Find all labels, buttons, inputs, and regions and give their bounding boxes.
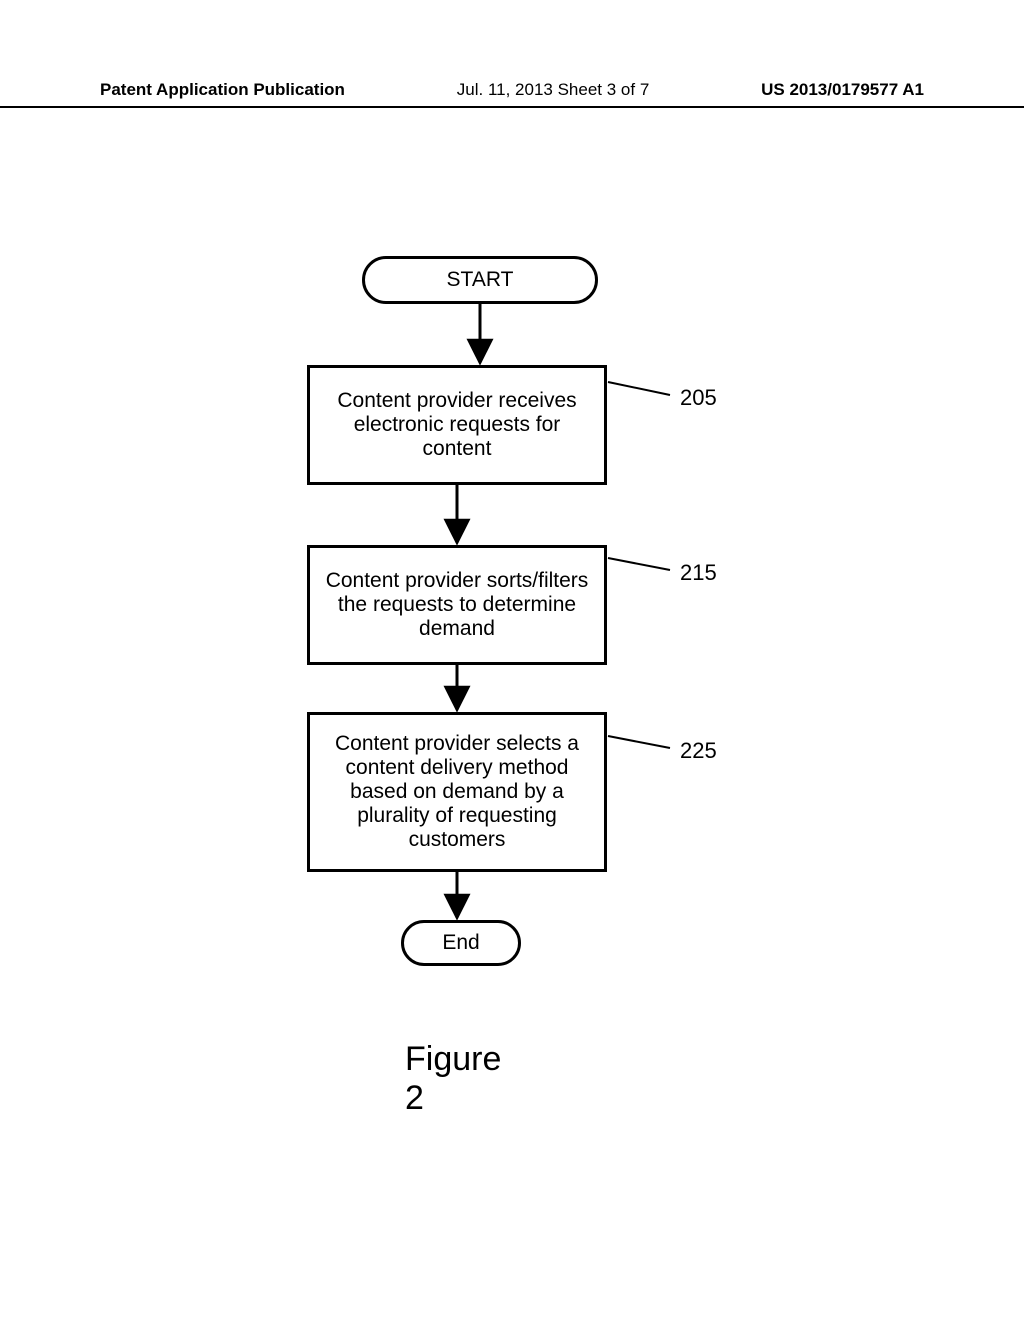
figure-caption: Figure 2 — [405, 1040, 501, 1118]
ref-leader-1 — [608, 558, 670, 570]
header-mid: Jul. 11, 2013 Sheet 3 of 7 — [457, 80, 650, 100]
node-n225: Content provider selects a content deliv… — [307, 712, 607, 872]
node-start: START — [362, 256, 598, 304]
page-header: Patent Application Publication Jul. 11, … — [0, 80, 1024, 108]
node-end: End — [401, 920, 521, 966]
ref-label-205: 205 — [680, 385, 717, 411]
ref-leader-2 — [608, 736, 670, 748]
header-right: US 2013/0179577 A1 — [761, 80, 924, 100]
ref-label-215: 215 — [680, 560, 717, 586]
node-n205: Content provider receives electronic req… — [307, 365, 607, 485]
ref-label-225: 225 — [680, 738, 717, 764]
node-n215: Content provider sorts/filters the reque… — [307, 545, 607, 665]
header-left: Patent Application Publication — [100, 80, 345, 100]
ref-leader-0 — [608, 382, 670, 395]
